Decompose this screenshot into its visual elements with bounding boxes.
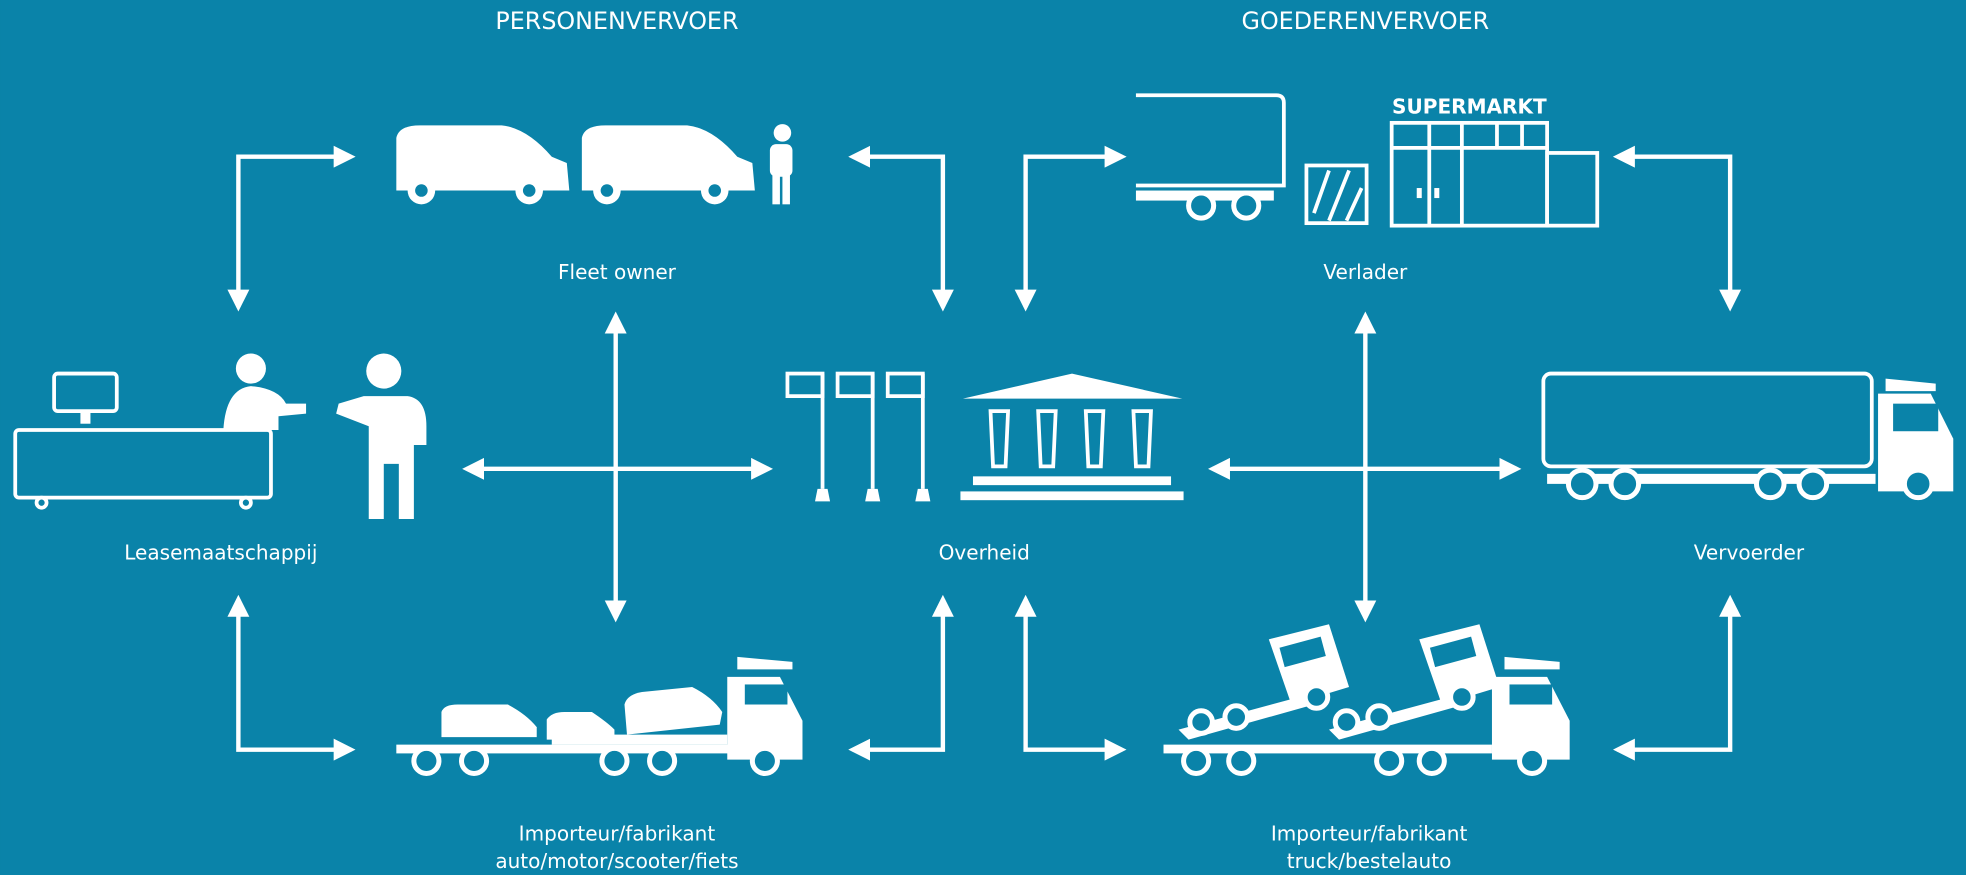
node-label: Verlader — [1323, 260, 1408, 284]
node-label: Importeur/fabrikant — [1271, 821, 1468, 845]
node-label: Leasemaatschappij — [124, 541, 317, 565]
background — [0, 0, 1966, 875]
store-sign: SUPERMARKT — [1392, 94, 1547, 118]
heading: PERSONENVERVOER — [495, 7, 738, 35]
node-sublabel: truck/bestelauto — [1287, 849, 1452, 873]
node-sublabel: auto/motor/scooter/fiets — [495, 849, 738, 873]
heading: GOEDERENVERVOER — [1242, 7, 1490, 35]
node-label: Vervoerder — [1694, 541, 1805, 565]
node-label: Overheid — [939, 541, 1030, 565]
page: PERSONENVERVOER GOEDERENVERVOER Fleet ow… — [0, 0, 1966, 875]
node-label: Fleet owner — [558, 260, 677, 284]
node-label: Importeur/fabrikant — [519, 821, 716, 845]
diagram: PERSONENVERVOER GOEDERENVERVOER Fleet ow… — [0, 0, 1966, 875]
